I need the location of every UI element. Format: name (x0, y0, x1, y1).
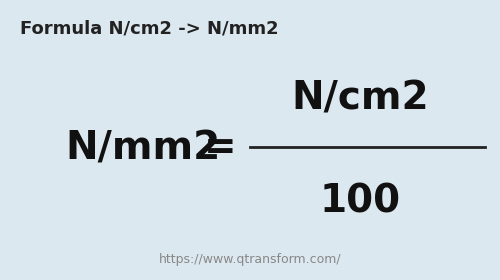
Text: Formula N/cm2 -> N/mm2: Formula N/cm2 -> N/mm2 (20, 20, 278, 38)
Text: 100: 100 (320, 183, 400, 221)
Text: https://www.qtransform.com/: https://www.qtransform.com/ (158, 253, 342, 266)
Text: =: = (204, 129, 236, 167)
Text: N/cm2: N/cm2 (291, 79, 429, 117)
Text: N/mm2: N/mm2 (65, 129, 220, 167)
